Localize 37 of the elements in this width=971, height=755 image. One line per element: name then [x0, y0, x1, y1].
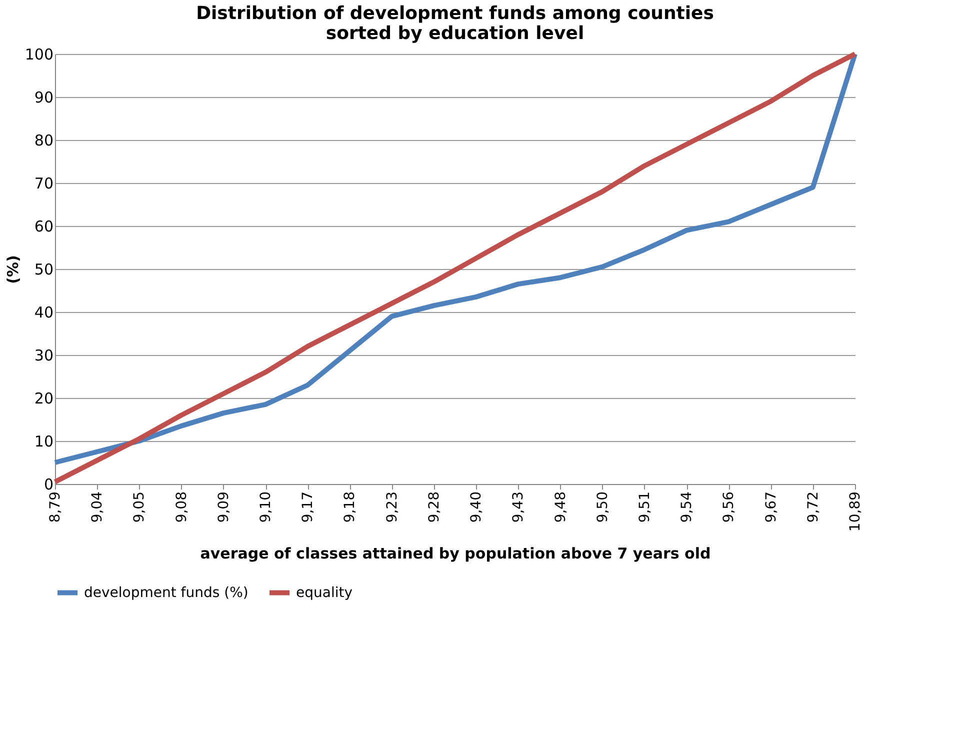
x-tick-label: 9,23	[384, 492, 400, 523]
x-tick-label: 9,51	[636, 492, 653, 523]
y-tick-label: 50	[34, 260, 54, 278]
x-tick-label: 9,48	[552, 492, 569, 523]
text: Distribution of development funds among counties	[196, 3, 714, 24]
x-tick-label: 9,05	[132, 492, 148, 523]
y-tick-label: 40	[34, 304, 54, 322]
x-tick-label: 9,09	[216, 492, 232, 523]
y-tick-label: 0	[44, 476, 54, 494]
y-tick-label: 70	[34, 174, 54, 192]
x-tick-label: 9,04	[90, 491, 106, 523]
y-axis-title: (%)	[4, 255, 22, 284]
x-tick-label: 9,40	[468, 492, 485, 523]
x-tick-label: 9,28	[426, 492, 442, 523]
y-tick-label: 30	[34, 346, 54, 364]
y-tick-label: 80	[34, 132, 54, 150]
legend-label: equality	[296, 584, 353, 601]
y-tick-label: 10	[34, 432, 54, 450]
y-tick-label: 60	[34, 218, 54, 236]
x-tick-label: 10,89	[848, 492, 864, 532]
x-tick-label: 9,50	[594, 492, 611, 523]
x-tick-label: 9,17	[300, 492, 316, 523]
x-tick-label: 8,79	[48, 492, 64, 523]
x-tick-label: 9,56	[721, 491, 738, 523]
x-tick-label: 9,10	[258, 492, 274, 523]
text: sorted by education level	[326, 23, 584, 44]
x-axis-title: average of classes attained by population above 7 years old	[200, 544, 711, 563]
y-tick-label: 100	[24, 46, 54, 64]
x-tick-label: 9,72	[805, 492, 822, 523]
y-tick-label: 90	[34, 88, 54, 106]
x-tick-label: 9,54	[679, 491, 696, 523]
y-tick-label: 20	[34, 390, 54, 408]
x-tick-label: 9,08	[174, 492, 190, 523]
legend-label: development funds (%)	[84, 584, 248, 601]
x-tick-label: 9,67	[763, 492, 780, 523]
x-tick-label: 9,18	[342, 492, 358, 523]
x-tick-label: 9,43	[510, 492, 527, 523]
